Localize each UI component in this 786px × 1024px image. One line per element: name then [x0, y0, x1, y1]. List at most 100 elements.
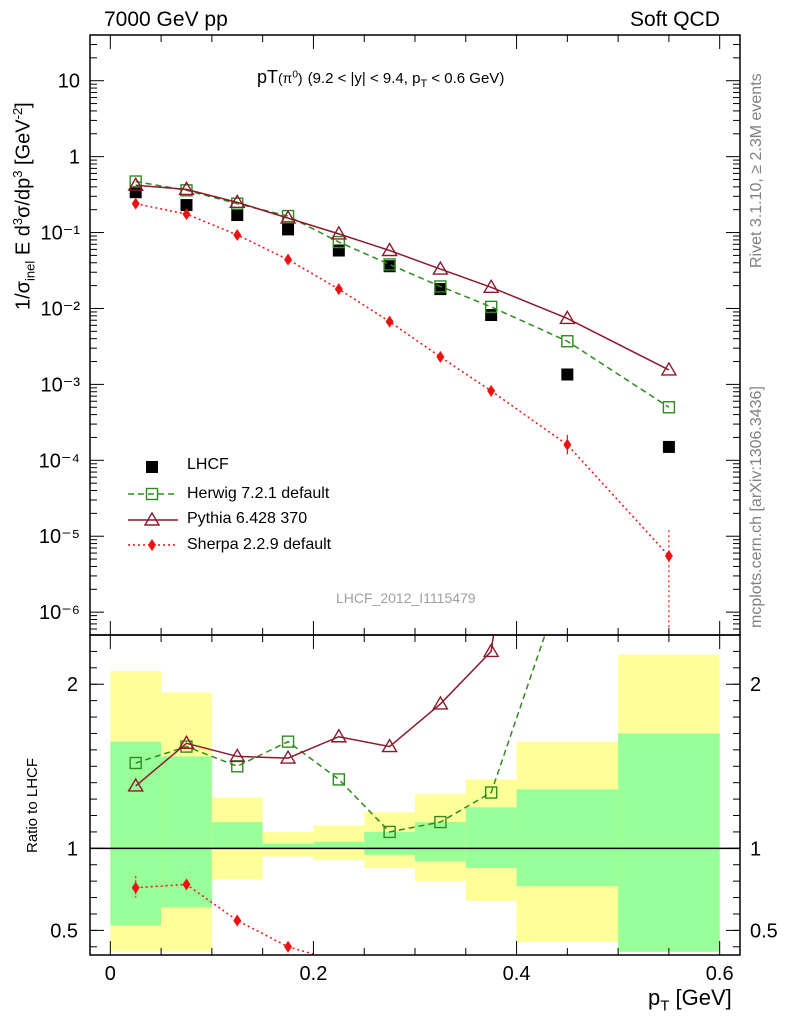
- sherpa-ratio-point: [131, 881, 140, 894]
- pythia-point: [127, 176, 144, 191]
- legend-marker-herwig: [145, 487, 159, 501]
- herwig-point: [332, 235, 346, 249]
- herwig-line: [135, 180, 670, 408]
- sherpa-point: [182, 208, 191, 221]
- ratio-y-tick-label: 0.5: [50, 920, 78, 942]
- herwig-ratio-point: [383, 825, 396, 839]
- ratio-band-inner: [415, 822, 466, 862]
- pythia-line: [135, 184, 670, 371]
- main-y-tick-label: 10⁻¹: [41, 223, 81, 245]
- sherpa-point: [334, 283, 343, 296]
- ratio-y-tick-label: 2: [67, 674, 78, 696]
- pythia-ratio-point: [279, 749, 297, 764]
- pythia-point: [482, 278, 500, 294]
- pythia-ratio-point: [229, 748, 246, 763]
- sherpa-ratio-point: [335, 956, 343, 968]
- pythia-ratio-point: [330, 728, 348, 743]
- herwig-ratio-point: [434, 815, 447, 829]
- legend-label-lhcf: LHCF: [187, 456, 229, 473]
- lhcf-point: [561, 368, 574, 381]
- sherpa-point: [284, 253, 293, 266]
- main-y-tick-label: 10⁻³: [41, 374, 81, 396]
- herwig-ratio-point: [332, 773, 346, 786]
- herwig-ratio-point: [281, 735, 295, 748]
- legend-label-sherpa: Sherpa 2.2.9 default: [187, 536, 332, 553]
- main-y-tick-label: 1: [69, 147, 80, 169]
- main-y-tick-label: 10⁻²: [41, 298, 81, 320]
- ratio-band-inner: [465, 807, 517, 869]
- side-label-mcplots: mcplots.cern.ch [arXiv:1306.3436]: [748, 386, 765, 628]
- x-axis-label: pT [GeV]: [648, 985, 732, 1015]
- sherpa-line: [135, 202, 670, 557]
- herwig-ratio-point: [129, 756, 142, 770]
- ratio-band-inner: [262, 843, 314, 849]
- herwig-point: [484, 300, 498, 314]
- sherpa-point: [385, 315, 394, 328]
- sherpa-point: [233, 228, 242, 241]
- sherpa-ratio-point: [386, 975, 394, 987]
- lhcf-point: [129, 186, 142, 199]
- sherpa-ratio-point: [233, 914, 242, 927]
- ratio-band-inner: [516, 789, 619, 887]
- sherpa-ratio-point: [182, 878, 191, 891]
- ratio-band-inner: [313, 841, 365, 849]
- main-y-tick-label: 10⁻⁴: [39, 450, 80, 472]
- pythia-point: [229, 193, 246, 209]
- herwig-point: [129, 175, 142, 188]
- pythia-point: [330, 225, 348, 240]
- watermark: LHCF_2012_I1115479: [336, 590, 476, 606]
- herwig-ratio-point: [562, 564, 573, 575]
- ratio-band-inner: [364, 831, 415, 855]
- pythia-point: [559, 310, 576, 325]
- pythia-ratio-point: [178, 734, 195, 750]
- pythia-ratio-point: [560, 103, 574, 115]
- sherpa-point: [487, 384, 496, 397]
- herwig-ratio-line: [135, 635, 546, 833]
- pythia-point: [279, 209, 297, 224]
- side-label-rivet: Rivet 3.1.10, ≥ 2.3M events: [748, 73, 765, 268]
- pythia-point: [381, 242, 398, 257]
- herwig-ratio-point: [231, 760, 244, 773]
- legend-marker-pythia: [143, 511, 161, 526]
- ratio-band-inner: [110, 741, 162, 926]
- plot-title: pT(π0) (9.2 < |y| < 9.4, pT < 0.6 GeV): [257, 67, 505, 90]
- sherpa-ratio-point: [436, 985, 444, 997]
- herwig-ratio-point: [663, 465, 674, 476]
- x-tick-label: 0.4: [503, 963, 531, 985]
- herwig-point: [383, 258, 396, 271]
- header-right: Soft QCD: [630, 8, 720, 31]
- x-tick-label: 0.6: [706, 963, 734, 985]
- sherpa-ratio-point: [563, 987, 571, 999]
- main-y-tick-label: 10⁻⁵: [39, 526, 80, 548]
- lhcf-point: [231, 209, 244, 222]
- lhcf-point: [332, 244, 345, 257]
- lhcf-point: [485, 309, 498, 322]
- legend-marker-lhcf: [146, 461, 158, 473]
- main-y-axis-label: 1/σinel E d3σ/dp3 [GeV-2]: [10, 102, 38, 310]
- herwig-point: [434, 280, 447, 293]
- header-left: 7000 GeV pp: [104, 8, 228, 31]
- pythia-ratio-point: [482, 643, 500, 658]
- pythia-point: [178, 181, 195, 196]
- lhcf-point: [282, 223, 295, 236]
- pythia-ratio-point: [432, 695, 449, 710]
- sherpa-ratio-point: [284, 940, 293, 953]
- pythia-point: [432, 260, 449, 275]
- main-panel-data: [127, 175, 678, 635]
- herwig-point: [561, 335, 574, 348]
- lhcf-point: [662, 440, 675, 453]
- sherpa-point: [131, 197, 140, 210]
- pythia-point: [660, 361, 678, 376]
- legend-label-herwig: Herwig 7.2.1 default: [187, 485, 330, 502]
- ratio-y-tick-label-right: 1: [750, 838, 761, 860]
- legend-label-pythia: Pythia 6.428 370: [187, 510, 308, 527]
- ratio-panel-data: [90, 103, 740, 1002]
- ratio-y-tick-label-right: 0.5: [750, 920, 778, 942]
- ratio-band-inner: [211, 822, 263, 849]
- x-tick-label: 0.2: [300, 963, 328, 985]
- pythia-ratio-point: [381, 738, 398, 753]
- main-y-tick-label: 10: [58, 71, 80, 93]
- sherpa-ratio-point: [487, 990, 495, 1002]
- herwig-ratio-point: [484, 786, 498, 799]
